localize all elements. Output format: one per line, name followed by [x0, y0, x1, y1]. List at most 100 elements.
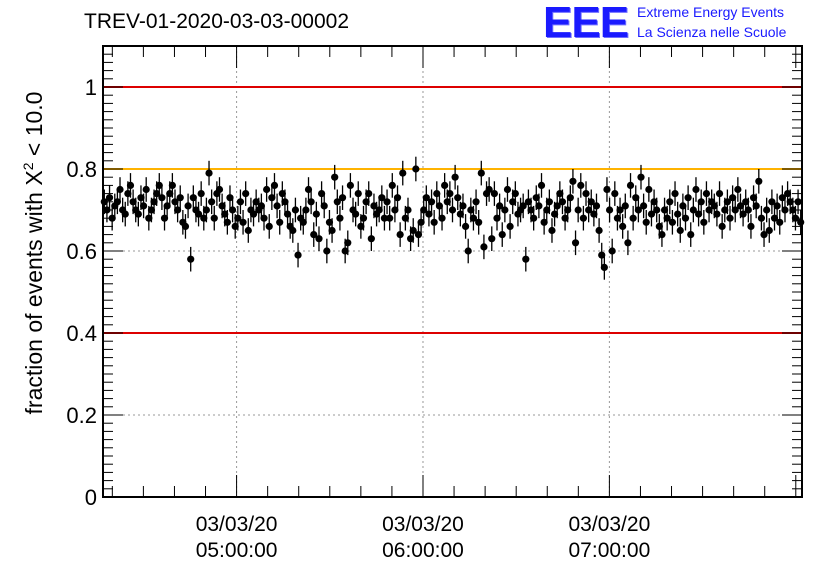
- data-point: [692, 185, 700, 194]
- data-point: [281, 198, 289, 206]
- data-point: [134, 210, 142, 218]
- data-point: [598, 251, 606, 259]
- data-point: [592, 202, 601, 210]
- data-point: [658, 231, 666, 239]
- data-point: [438, 214, 446, 222]
- data-point: [113, 198, 121, 206]
- logo-line-1: Extreme Energy Events: [637, 4, 785, 20]
- data-point: [655, 222, 663, 230]
- data-point: [189, 194, 197, 202]
- data-point: [776, 218, 784, 226]
- data-point: [367, 235, 375, 243]
- data-point: [650, 198, 658, 206]
- x-tick-label-date: 03/03/20: [196, 513, 278, 536]
- chart-title: TREV-01-2020-03-03-00002: [84, 10, 350, 33]
- data-point: [475, 218, 483, 226]
- data-point: [749, 194, 758, 202]
- data-point: [234, 214, 242, 222]
- data-point: [401, 214, 409, 222]
- x-tick-label-date: 03/03/20: [569, 513, 651, 536]
- y-tick-label: 0.6: [66, 239, 97, 264]
- data-point: [346, 181, 354, 189]
- data-point: [451, 173, 459, 181]
- data-point: [103, 206, 111, 214]
- logo-line-2: La Scienza nelle Scuole: [637, 24, 787, 40]
- data-point: [320, 202, 328, 210]
- data-point: [359, 214, 368, 222]
- data-point: [108, 214, 116, 222]
- data-point: [260, 214, 268, 222]
- data-point: [784, 190, 792, 198]
- data-point: [485, 185, 493, 194]
- data-point: [548, 226, 556, 235]
- data-point: [202, 206, 211, 214]
- data-point: [595, 226, 603, 235]
- x-tick-label-time: 05:00:00: [196, 539, 278, 562]
- data-point: [425, 210, 433, 218]
- data-point: [323, 247, 331, 255]
- data-point: [723, 198, 731, 206]
- data-point: [231, 222, 239, 230]
- data-point: [509, 198, 517, 206]
- data-point: [166, 190, 174, 198]
- data-point: [647, 210, 656, 218]
- data-point: [545, 198, 553, 206]
- data-point: [150, 198, 158, 206]
- data-point: [490, 190, 498, 198]
- data-point: [697, 198, 705, 206]
- data-point: [391, 206, 399, 214]
- data-point: [404, 206, 412, 214]
- data-point: [160, 214, 169, 222]
- data-point: [660, 206, 669, 214]
- data-point: [365, 190, 373, 198]
- data-point: [561, 214, 569, 222]
- data-point: [721, 206, 729, 214]
- data-point: [304, 185, 313, 194]
- data-point: [506, 222, 514, 230]
- data-point: [729, 194, 737, 202]
- data-point: [467, 206, 475, 214]
- data-point: [244, 226, 252, 235]
- data-point: [619, 222, 627, 230]
- data-point: [676, 226, 684, 235]
- x-tick-label-time: 07:00:00: [569, 539, 651, 562]
- data-point: [197, 190, 205, 198]
- data-point: [194, 210, 203, 218]
- data-point: [263, 185, 271, 194]
- data-point: [694, 210, 703, 218]
- data-point: [480, 243, 488, 251]
- data-point: [797, 218, 805, 226]
- data-point: [383, 198, 391, 206]
- data-point: [498, 231, 506, 239]
- data-point: [532, 194, 540, 202]
- data-point: [318, 190, 326, 198]
- data-point: [200, 214, 208, 222]
- data-point: [501, 206, 509, 214]
- data-point: [736, 202, 745, 210]
- data-point: [522, 255, 530, 263]
- data-point: [289, 226, 297, 235]
- data-point: [503, 185, 512, 194]
- data-point: [537, 181, 546, 189]
- data-point: [242, 190, 250, 198]
- y-axis-label-wrap: fraction of events with X2 < 10.0: [0, 0, 50, 572]
- y-tick-label: 1: [85, 75, 97, 100]
- data-point: [585, 206, 593, 214]
- data-point: [352, 210, 360, 218]
- data-point: [184, 202, 192, 210]
- data-point: [124, 190, 132, 198]
- y-axis-label-main: fraction of events with X: [20, 170, 47, 415]
- data-point: [571, 239, 580, 247]
- data-point: [530, 214, 538, 222]
- data-point: [443, 198, 451, 206]
- data-point: [653, 206, 661, 214]
- data-point: [666, 198, 674, 206]
- data-point: [464, 247, 472, 255]
- data-point: [215, 185, 224, 194]
- data-point: [642, 218, 650, 226]
- data-point: [386, 214, 394, 222]
- data-point: [307, 198, 315, 206]
- data-point: [187, 255, 195, 263]
- data-point: [768, 198, 776, 206]
